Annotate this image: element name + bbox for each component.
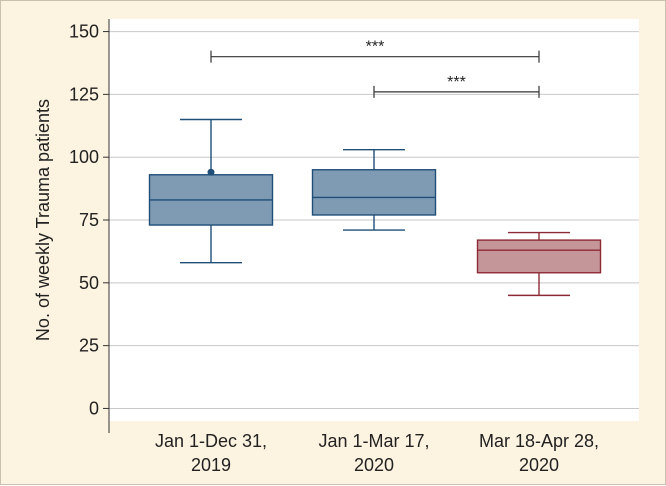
x-axis: Jan 1-Dec 31, 2019 Jan 1-Mar 17, 2020 Mar 18… (155, 431, 599, 475)
x-tick-label: Jan 1-Dec 31, 2019 (155, 431, 267, 475)
y-tick-label: 125 (69, 84, 99, 104)
y-tick-label: 75 (79, 210, 99, 230)
y-tick-label: 50 (79, 273, 99, 293)
y-tick-label: 150 (69, 22, 99, 42)
y-tick-label: 0 (89, 398, 99, 418)
box-group (148, 118, 274, 264)
x-tick-label: Jan 1-Mar 17, 2020 (318, 431, 429, 475)
x-tick-label: Mar 18-Apr 28, 2020 (479, 431, 599, 475)
y-axis: 0 25 50 75 100 125 150 (69, 19, 110, 433)
iqr-box (476, 239, 602, 274)
outlier-point (207, 168, 215, 176)
significance-bracket: *** (373, 74, 540, 98)
significance-label: *** (447, 74, 466, 91)
box-group (476, 231, 602, 297)
iqr-box (311, 169, 437, 216)
y-tick-label: 25 (79, 336, 99, 356)
significance-label: *** (366, 39, 385, 56)
significance-annotations: *** *** (210, 39, 540, 98)
significance-bracket: *** (210, 39, 540, 63)
boxes (148, 118, 602, 297)
y-axis-label: No. of weekly Trauma patients (33, 99, 53, 341)
box-group (311, 148, 437, 231)
y-tick-label: 100 (69, 147, 99, 167)
